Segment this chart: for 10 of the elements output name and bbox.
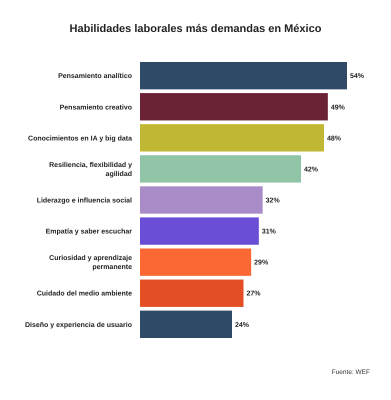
bar: [140, 93, 328, 120]
bar: [140, 62, 347, 90]
bar: [140, 155, 301, 183]
bar: [140, 186, 263, 214]
chart-title: Habilidades laborales más demandas en México: [70, 23, 322, 35]
bar: [140, 248, 252, 276]
bar: [140, 310, 232, 338]
bar: [140, 124, 324, 152]
bar: [140, 217, 259, 245]
bar: [140, 280, 244, 307]
